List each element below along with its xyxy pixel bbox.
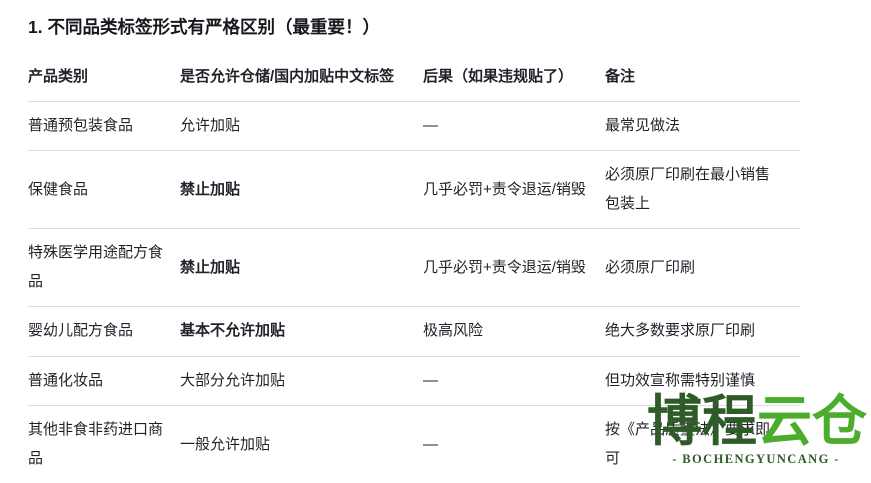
table-row: 特殊医学用途配方食品 禁止加贴 几乎必罚+责令退运/销毁 必须原厂印刷 <box>28 229 800 308</box>
table-row: 婴幼儿配方食品 基本不允许加贴 极高风险 绝大多数要求原厂印刷 <box>28 307 800 357</box>
column-header-allowed: 是否允许仓储/国内加贴中文标签 <box>180 67 395 85</box>
table-row: 普通预包装食品 允许加贴 — 最常见做法 <box>28 102 800 152</box>
cell-category: 婴幼儿配方食品 <box>28 322 134 340</box>
table-row: 其他非食非药进口商品 一般允许加贴 — 按《产品质量法》要求即可 <box>28 406 800 483</box>
cell-note: 必须原厂印刷在最小销售包装上 <box>605 166 771 212</box>
cell-note: 但功效宣称需特别谨慎 <box>605 371 756 389</box>
cell-consequence: 极高风险 <box>423 322 484 340</box>
label-rules-table: 产品类别 是否允许仓储/国内加贴中文标签 后果（如果违规贴了） 备注 普通预包装… <box>28 66 800 483</box>
cell-note: 必须原厂印刷 <box>605 258 696 276</box>
cell-allowed: 基本不允许加贴 <box>180 322 286 340</box>
cell-note: 最常见做法 <box>605 116 681 134</box>
page-title: 1. 不同品类标签形式有严格区别（最重要！） <box>28 17 380 37</box>
cell-category: 普通预包装食品 <box>28 116 134 134</box>
table-header-row: 产品类别 是否允许仓储/国内加贴中文标签 后果（如果违规贴了） 备注 <box>28 66 800 102</box>
table-row: 保健食品 禁止加贴 几乎必罚+责令退运/销毁 必须原厂印刷在最小销售包装上 <box>28 151 800 230</box>
column-header-category: 产品类别 <box>28 67 89 85</box>
cell-allowed: 禁止加贴 <box>180 258 241 276</box>
cell-consequence: — <box>423 371 438 389</box>
cell-category: 普通化妆品 <box>28 371 104 389</box>
cell-allowed: 允许加贴 <box>180 116 241 134</box>
cell-consequence: — <box>423 116 438 134</box>
cell-allowed: 禁止加贴 <box>180 180 241 198</box>
cell-category: 其他非食非药进口商品 <box>28 421 164 467</box>
cell-allowed: 大部分允许加贴 <box>180 371 286 389</box>
cell-allowed: 一般允许加贴 <box>180 435 271 453</box>
table-row: 普通化妆品 大部分允许加贴 — 但功效宣称需特别谨慎 <box>28 357 800 407</box>
cell-note: 绝大多数要求原厂印刷 <box>605 322 756 340</box>
column-header-note: 备注 <box>605 67 636 85</box>
cell-consequence: — <box>423 435 438 453</box>
column-header-consequence: 后果（如果违规贴了） <box>423 67 574 85</box>
cell-note: 按《产品质量法》要求即可 <box>605 421 771 467</box>
cell-category: 特殊医学用途配方食品 <box>28 244 164 290</box>
cell-consequence: 几乎必罚+责令退运/销毁 <box>423 180 586 198</box>
cell-consequence: 几乎必罚+责令退运/销毁 <box>423 258 586 276</box>
cell-category: 保健食品 <box>28 180 89 198</box>
